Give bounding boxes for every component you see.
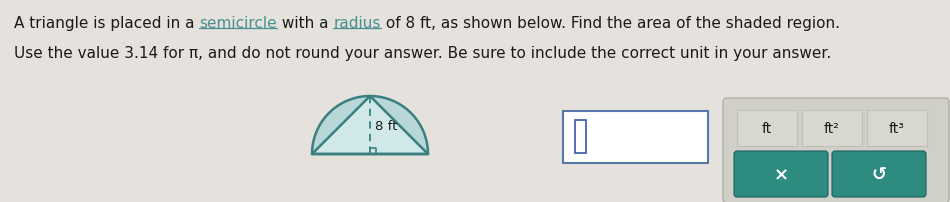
FancyBboxPatch shape: [734, 151, 828, 197]
Bar: [737, 110, 797, 146]
Polygon shape: [312, 97, 428, 154]
Text: of 8 ft, as shown below. Find the area of the shaded region.: of 8 ft, as shown below. Find the area o…: [381, 16, 840, 31]
Bar: [575, 121, 586, 153]
Bar: [802, 110, 862, 146]
Text: ×: ×: [773, 165, 788, 183]
Polygon shape: [312, 97, 428, 154]
Text: ft³: ft³: [889, 121, 905, 135]
Text: semicircle: semicircle: [200, 16, 277, 31]
Text: ft²: ft²: [824, 121, 840, 135]
Text: radius: radius: [333, 16, 381, 31]
Bar: [867, 110, 927, 146]
FancyBboxPatch shape: [723, 99, 949, 202]
Text: ft: ft: [762, 121, 772, 135]
Text: Use the value 3.14 for π, and do not round your answer. Be sure to include the c: Use the value 3.14 for π, and do not rou…: [14, 46, 831, 61]
FancyBboxPatch shape: [832, 151, 926, 197]
Text: ↺: ↺: [871, 165, 886, 183]
Text: 8 ft: 8 ft: [375, 119, 397, 132]
Text: with a: with a: [277, 16, 333, 31]
Text: A triangle is placed in a: A triangle is placed in a: [14, 16, 200, 31]
Bar: [563, 112, 708, 163]
